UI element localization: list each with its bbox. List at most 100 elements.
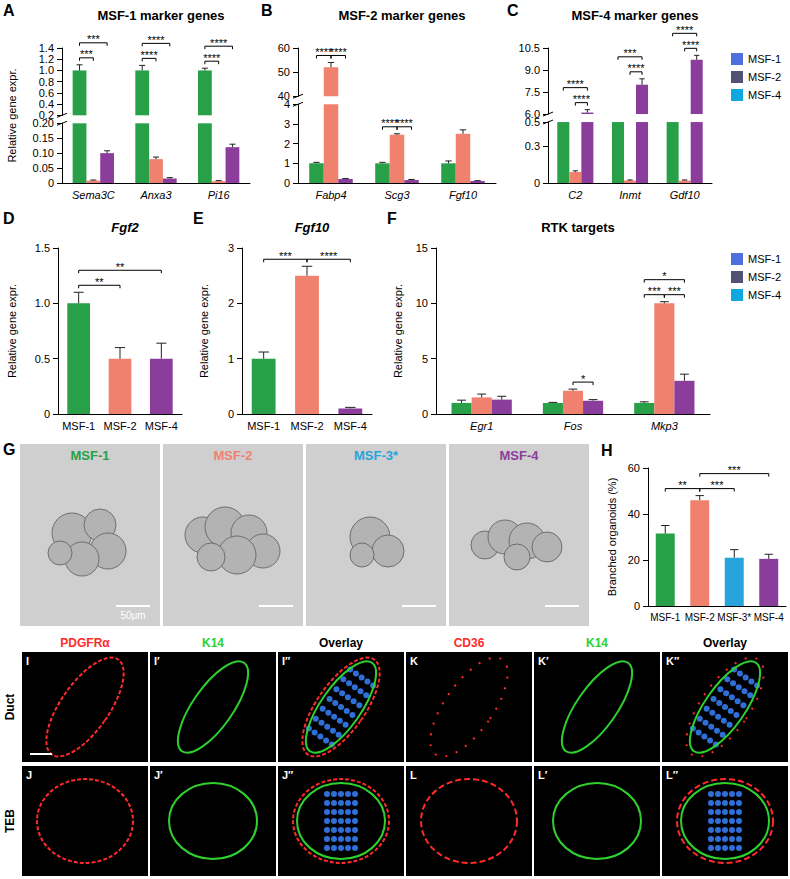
svg-text:Egr1: Egr1 [470,420,493,432]
svg-text:J: J [26,769,32,781]
svg-text:0.4: 0.4 [39,98,54,110]
svg-text:50μm: 50μm [120,610,145,621]
svg-text:0: 0 [228,408,234,420]
svg-text:F: F [387,210,397,227]
svg-text:2: 2 [228,297,234,309]
svg-text:L′: L′ [538,769,548,781]
svg-text:K: K [410,655,418,667]
svg-text:6.0: 6.0 [525,108,540,120]
svg-text:MSF-2: MSF-2 [748,271,781,283]
svg-text:Branched organoids (%): Branched organoids (%) [606,478,618,597]
svg-text:***: *** [624,47,638,59]
svg-text:MSF-2: MSF-2 [291,420,324,432]
svg-text:C: C [507,2,519,19]
svg-text:Overlay: Overlay [319,636,363,650]
svg-text:MSF-4: MSF-4 [145,420,178,432]
svg-text:J′: J′ [154,769,163,781]
svg-text:Sema3C: Sema3C [72,189,115,201]
svg-text:1.0: 1.0 [39,64,54,76]
svg-text:MSF-1 marker genes: MSF-1 marker genes [97,8,224,23]
svg-text:I′: I′ [154,655,160,667]
svg-text:****: **** [210,37,228,49]
svg-text:0.2: 0.2 [39,109,54,121]
svg-text:***: *** [711,479,725,491]
svg-text:H: H [601,442,613,459]
svg-text:****: **** [567,78,585,90]
svg-text:0.8: 0.8 [39,76,54,88]
svg-text:Fgf10: Fgf10 [295,220,330,235]
svg-text:0: 0 [284,177,290,189]
svg-text:****: **** [676,24,694,36]
svg-text:Gdf10: Gdf10 [670,189,701,201]
svg-text:1.5: 1.5 [35,242,50,254]
svg-text:MSF-4: MSF-4 [334,420,367,432]
svg-text:MSF-3*: MSF-3* [717,612,751,623]
svg-text:CD36: CD36 [454,636,485,650]
svg-text:MSF-4 marker genes: MSF-4 marker genes [571,8,698,23]
svg-text:C2: C2 [568,189,582,201]
svg-text:0.10: 0.10 [33,147,54,159]
svg-text:I″: I″ [282,655,291,667]
svg-text:****: **** [627,62,645,74]
svg-text:9.0: 9.0 [525,64,540,76]
svg-text:****: **** [330,46,348,58]
svg-text:**: ** [116,261,125,273]
svg-text:7.5: 7.5 [525,86,540,98]
svg-text:****: **** [147,34,165,46]
svg-text:60: 60 [278,42,290,54]
svg-text:Relative gene expr.: Relative gene expr. [6,68,18,162]
svg-text:3: 3 [228,242,234,254]
svg-text:K′: K′ [538,655,549,667]
svg-text:Anxa3: Anxa3 [139,189,172,201]
svg-text:Pi16: Pi16 [208,189,231,201]
svg-text:****: **** [141,49,159,61]
svg-text:50: 50 [278,66,290,78]
svg-text:D: D [3,210,15,227]
svg-text:2: 2 [284,138,290,150]
svg-text:0: 0 [48,177,54,189]
svg-text:1.2: 1.2 [39,53,54,65]
svg-text:0.05: 0.05 [33,162,54,174]
svg-text:MSF-2: MSF-2 [685,612,715,623]
svg-text:1: 1 [284,157,290,169]
svg-text:A: A [3,2,15,19]
svg-text:5: 5 [422,353,428,365]
svg-text:0: 0 [422,408,428,420]
svg-text:***: *** [87,33,101,45]
svg-text:Relative gene expr.: Relative gene expr. [392,284,404,378]
svg-text:***: *** [668,285,682,297]
svg-text:MSF-1: MSF-1 [748,53,781,65]
svg-text:MSF-4: MSF-4 [754,612,784,623]
svg-text:MSF-3*: MSF-3* [354,448,399,463]
svg-text:Scg3: Scg3 [384,189,410,201]
svg-text:TEB: TEB [3,809,17,833]
svg-text:15: 15 [416,242,428,254]
svg-text:Mkp3: Mkp3 [651,420,679,432]
svg-text:L: L [410,769,417,781]
svg-text:K″: K″ [666,655,680,667]
svg-text:**: ** [95,276,104,288]
svg-text:B: B [261,2,273,19]
svg-text:MSF-1: MSF-1 [62,420,95,432]
svg-text:MSF-2 marker genes: MSF-2 marker genes [338,8,465,23]
svg-text:MSF-4: MSF-4 [500,448,540,463]
svg-text:E: E [193,210,204,227]
svg-text:MSF-1: MSF-1 [71,448,110,463]
svg-text:G: G [3,441,15,458]
svg-text:10.5: 10.5 [519,42,540,54]
svg-text:0.6: 0.6 [39,87,54,99]
svg-text:Fabp4: Fabp4 [315,189,346,201]
svg-text:0: 0 [634,600,640,612]
svg-text:PDGFRα: PDGFRα [60,636,110,650]
svg-text:MSF-4: MSF-4 [748,289,781,301]
svg-text:MSF-2: MSF-2 [214,448,253,463]
svg-text:40: 40 [278,90,290,102]
svg-text:Inmt: Inmt [619,189,641,201]
svg-text:0.15: 0.15 [33,132,54,144]
svg-text:MSF-1: MSF-1 [748,253,781,265]
svg-text:***: *** [648,285,662,297]
svg-text:J″: J″ [282,769,294,781]
svg-text:Fos: Fos [564,420,583,432]
svg-text:L″: L″ [666,769,679,781]
svg-text:****: **** [396,117,414,129]
